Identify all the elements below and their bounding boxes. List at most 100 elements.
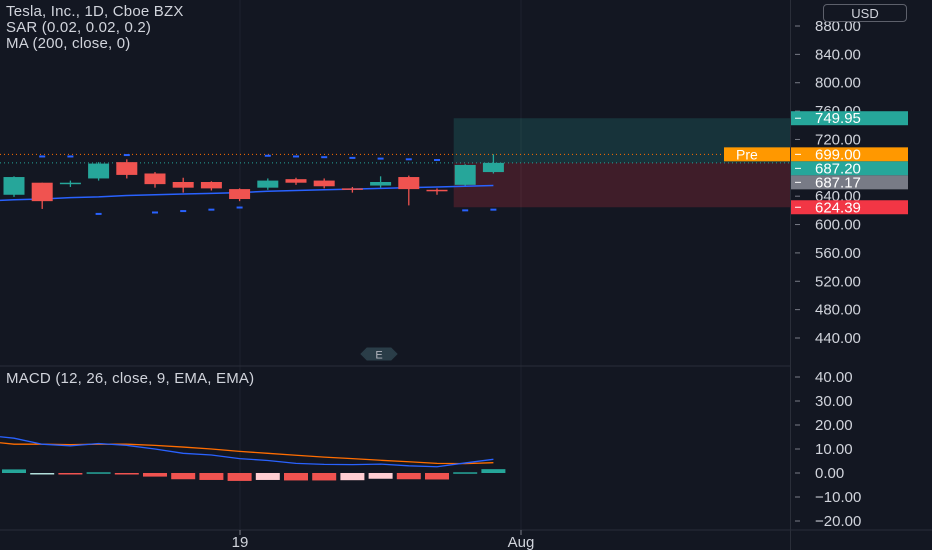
sar-legend[interactable]: SAR (0.02, 0.02, 0.2) (6, 19, 152, 36)
macd-legend[interactable]: MACD (12, 26, close, 9, EMA, EMA) (6, 370, 255, 387)
candle-body (313, 180, 335, 187)
macd-histogram-bar (2, 469, 26, 473)
candle-body (285, 179, 307, 183)
sar-point (434, 159, 440, 162)
sar-point (349, 156, 356, 159)
candle-body (370, 182, 392, 186)
macd-histogram-bar (396, 473, 421, 480)
macd-histogram-bar (425, 473, 449, 480)
price-badge-label: 699.00 (815, 146, 861, 163)
candlestick-series (3, 154, 504, 209)
price-tick-label: 480.00 (815, 302, 861, 319)
macd-histogram-bar (114, 473, 139, 475)
candle-body (257, 180, 279, 188)
time-axis[interactable]: 19 Aug (232, 530, 535, 550)
sar-point (377, 157, 384, 160)
candle-body (31, 182, 53, 202)
candle-body (482, 162, 504, 173)
macd-histogram-bar (227, 473, 252, 481)
macd-tick-label: −10.00 (815, 489, 861, 506)
sar-point (490, 208, 497, 211)
candle (88, 162, 110, 181)
symbol-legend[interactable]: Tesla, Inc., 1D, Cboe BZX (6, 3, 184, 20)
macd-histogram-bar (86, 472, 111, 474)
price-badge: 749.95 (791, 110, 908, 127)
macd-histogram-bar (368, 473, 393, 479)
macd-histogram-bar (312, 473, 337, 481)
price-tick-label: 840.00 (815, 46, 861, 63)
macd-histogram-bar (143, 473, 167, 477)
sar-point (152, 211, 158, 214)
price-badge: 687.17 (791, 174, 908, 191)
candle-body (59, 182, 81, 185)
price-tick-label: 600.00 (815, 217, 861, 234)
sar-point (236, 206, 243, 209)
sar-point (293, 155, 299, 158)
sar-point (180, 210, 187, 213)
price-badge: 687.20 (791, 160, 908, 177)
earnings-icon[interactable]: E (359, 346, 399, 362)
candle-body (3, 177, 25, 195)
price-tick-label: 520.00 (815, 273, 861, 290)
macd-tick-label: −20.00 (815, 513, 861, 530)
price-badge-bg (791, 111, 908, 126)
sar-point (208, 208, 215, 211)
price-badge-bg (791, 175, 908, 190)
candle-body (341, 188, 363, 190)
candle (454, 164, 476, 186)
price-badge-label: 687.20 (815, 160, 861, 177)
price-badge-bg (791, 200, 908, 215)
stop-zone (453, 162, 790, 208)
candle-body (116, 162, 138, 175)
price-badge-label: 749.95 (815, 110, 861, 127)
price-tick-label: 720.00 (815, 131, 861, 148)
sar-point (95, 212, 102, 215)
candle (229, 188, 251, 202)
macd-histogram-bar (255, 473, 280, 480)
ma-legend[interactable]: MA (200, close, 0) (6, 35, 131, 52)
macd-tick-label: 10.00 (815, 441, 853, 458)
candle (3, 176, 25, 197)
candle (341, 186, 363, 193)
sar-point (462, 209, 469, 212)
price-badge-bg (791, 161, 908, 176)
price-tick-label: 440.00 (815, 330, 861, 347)
candle (370, 176, 392, 188)
candle (116, 159, 138, 179)
sar-point (39, 155, 46, 158)
macd-tick-label: 0.00 (815, 465, 844, 482)
macd-histogram-bar (481, 469, 506, 473)
candle-body (144, 173, 166, 185)
candle (398, 175, 420, 206)
candle (59, 180, 81, 187)
candle-body (88, 163, 110, 179)
macd-pane (0, 436, 506, 481)
currency-button[interactable]: USD (823, 4, 907, 22)
candle (257, 178, 279, 190)
candle (144, 172, 166, 188)
candle-body (454, 164, 476, 185)
candle (313, 178, 335, 189)
price-badge-label: 624.39 (815, 199, 861, 216)
candle-body (229, 189, 251, 200)
macd-histogram-bar (199, 473, 224, 480)
macd-tick-label: 40.00 (815, 369, 853, 386)
premarket-tag-label: Pre (736, 146, 758, 162)
macd-histogram-bar (58, 473, 83, 475)
sar-point (67, 155, 74, 158)
price-badge-label: 687.17 (815, 174, 861, 191)
sar-point (123, 154, 130, 157)
price-axis[interactable]: 880.00840.00800.00760.00720.00680.00640.… (795, 18, 861, 530)
macd-histogram-bar (30, 473, 55, 475)
price-tick-label: 800.00 (815, 75, 861, 92)
candle (482, 154, 504, 174)
premarket-tag-bg (724, 147, 790, 162)
candle-body (172, 182, 194, 188)
sar-point (405, 158, 412, 161)
candle (31, 182, 53, 209)
price-badge: 624.39 (791, 199, 908, 216)
candle (200, 181, 222, 191)
candle-body (200, 182, 222, 189)
